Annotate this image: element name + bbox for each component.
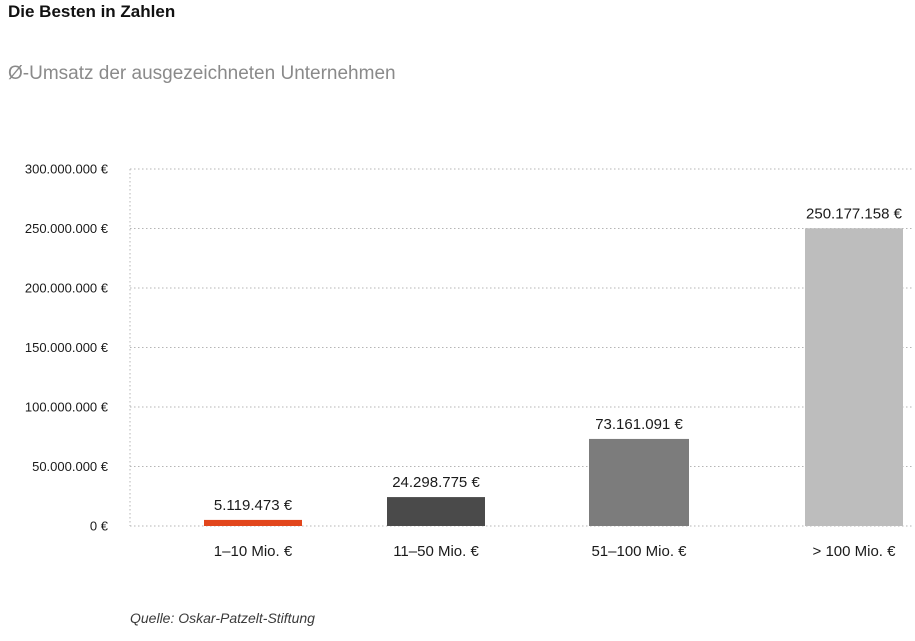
bar <box>805 228 903 526</box>
gridlines <box>129 168 913 527</box>
y-tick-label: 100.000.000 € <box>25 400 109 415</box>
bar-value-label: 5.119.473 € <box>214 497 293 514</box>
bar <box>589 438 689 526</box>
y-tick-label: 300.000.000 € <box>25 162 109 177</box>
chart-title: Die Besten in Zahlen <box>8 2 176 21</box>
y-tick-label: 250.000.000 € <box>25 221 109 236</box>
bar-value-label: 24.298.775 € <box>392 474 480 491</box>
x-tick-label: 1–10 Mio. € <box>214 543 293 560</box>
data-labels: 5.119.473 € 24.298.775 € 73.161.091 € 250.1… <box>214 205 903 514</box>
bar <box>387 497 485 526</box>
chart-subtitle: Ø-Umsatz der ausgezeichneten Unternehmen <box>8 63 396 84</box>
y-axis: 0 € 50.000.000 € 100.000.000 € 150.000.000 … <box>25 162 109 534</box>
bars <box>204 228 903 526</box>
bar <box>204 519 302 526</box>
y-tick-label: 150.000.000 € <box>25 340 109 355</box>
x-tick-label: > 100 Mio. € <box>813 543 897 560</box>
x-tick-label: 11–50 Mio. € <box>393 543 479 560</box>
bar-value-label: 73.161.091 € <box>595 416 683 433</box>
y-tick-label: 200.000.000 € <box>25 281 109 296</box>
source-note: Quelle: Oskar-Patzelt-Stiftung <box>130 610 315 626</box>
x-tick-label: 51–100 Mio. € <box>591 543 687 560</box>
x-axis: 1–10 Mio. € 11–50 Mio. € 51–100 Mio. € > 10… <box>214 543 896 560</box>
y-tick-label: 0 € <box>90 519 109 534</box>
bar-value-label: 250.177.158 € <box>806 205 903 222</box>
y-tick-label: 50.000.000 € <box>32 459 109 474</box>
